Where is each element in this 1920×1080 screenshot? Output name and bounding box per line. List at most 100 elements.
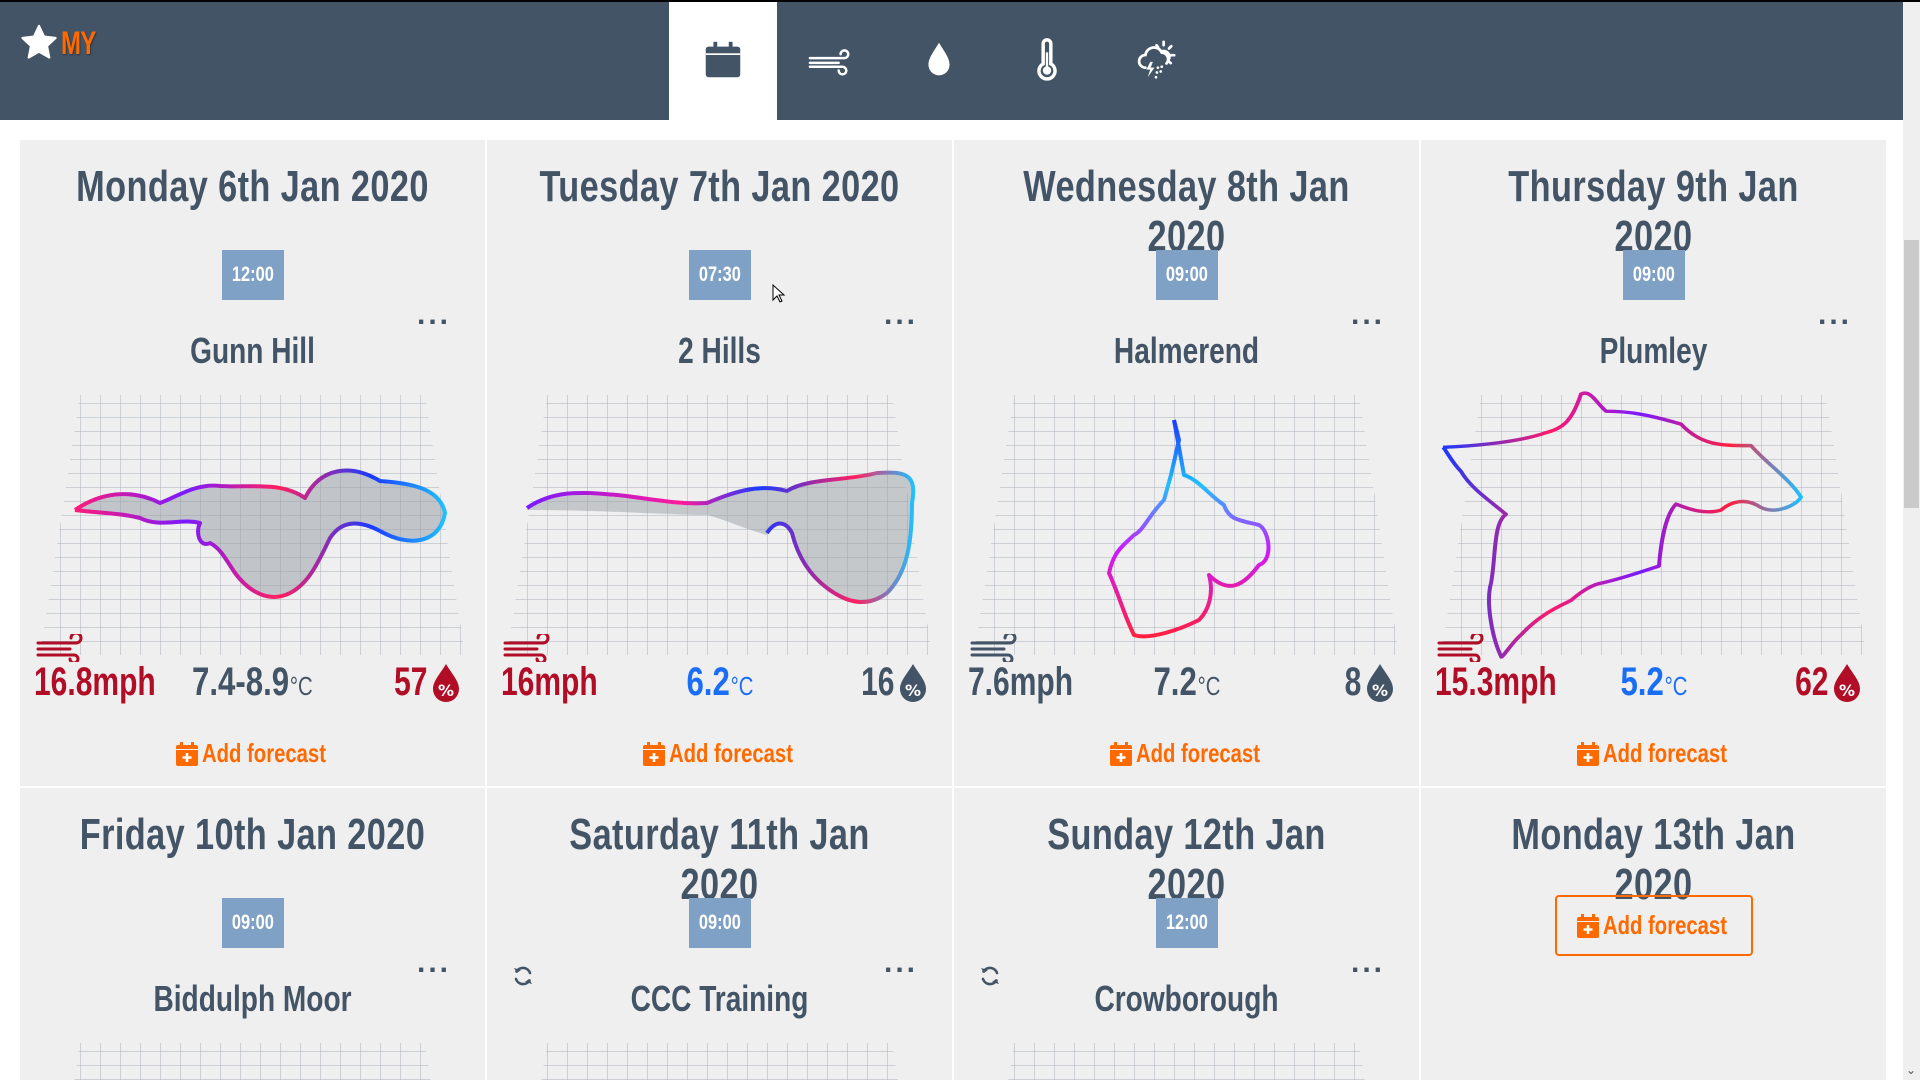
window-top-border: [0, 0, 1920, 2]
route-map-graphic: [20, 305, 485, 655]
route-3d-map[interactable]: [20, 953, 485, 1080]
route-map-graphic: [974, 395, 1399, 655]
route-name[interactable]: Biddulph Moor: [153, 978, 352, 1019]
route-3d-map[interactable]: [1421, 305, 1886, 665]
more-options-button[interactable]: ...: [883, 298, 918, 331]
add-forecast-link[interactable]: Add forecast: [20, 738, 485, 769]
day-card: Tuesday 7th Jan 2020 07:30 ... 2 Hills 1…: [487, 140, 952, 786]
weather-stats: 16.8mph 7.4-8.9°C 57 %: [20, 630, 485, 710]
route-map-graphic: [541, 1043, 898, 1080]
svg-text:%: %: [1372, 681, 1388, 700]
weather-stats: 16mph 6.2°C 16 %: [487, 630, 952, 710]
logo-text: MY: [61, 24, 96, 61]
wind-icon: [808, 49, 850, 76]
calendar-plus-icon: [175, 741, 198, 766]
scrollbar-track[interactable]: [1903, 0, 1920, 1080]
temperature: 5.2°C: [1620, 660, 1687, 704]
svg-text:%: %: [1839, 681, 1855, 700]
tab-weather[interactable]: [1101, 0, 1209, 120]
start-time-badge[interactable]: 09:00: [221, 898, 284, 948]
route-3d-map[interactable]: [954, 305, 1419, 665]
start-time-badge[interactable]: 12:00: [221, 250, 284, 300]
day-card: Thursday 9th Jan 2020 09:00 ... Plumley …: [1421, 140, 1886, 786]
svg-text:%: %: [438, 681, 454, 700]
route-map-graphic: [507, 395, 932, 655]
tab-temperature[interactable]: [993, 0, 1101, 120]
wind-speed: 15.3mph: [1435, 660, 1557, 704]
add-forecast-link[interactable]: Add forecast: [1421, 738, 1886, 769]
route-name[interactable]: Gunn Hill: [190, 330, 315, 371]
tab-calendar[interactable]: [669, 0, 777, 120]
scrollbar-thumb[interactable]: [1904, 240, 1919, 508]
day-date: Wednesday 8th Jan 2020: [1023, 162, 1350, 261]
calendar-plus-icon: [1576, 913, 1599, 938]
start-time-badge[interactable]: 09:00: [1622, 250, 1685, 300]
wind-icon: [970, 631, 1022, 667]
start-time-badge[interactable]: 07:30: [688, 250, 751, 300]
start-time-badge[interactable]: 09:00: [688, 898, 751, 948]
add-forecast-link[interactable]: Add forecast: [487, 738, 952, 769]
thermometer-icon: [1037, 38, 1057, 81]
route-name[interactable]: Halmerend: [1113, 330, 1260, 371]
temperature: 6.2°C: [686, 660, 753, 704]
sync-icon[interactable]: [511, 964, 535, 988]
more-options-button[interactable]: ...: [416, 298, 451, 331]
tab-wind[interactable]: [777, 0, 885, 120]
add-forecast-button[interactable]: Add forecast: [1554, 895, 1753, 956]
weather-stats: 15.3mph 5.2°C 62 %: [1421, 630, 1886, 710]
rain-chance: 16 %: [850, 660, 931, 705]
more-options-button[interactable]: ...: [1350, 298, 1385, 331]
day-date: Tuesday 7th Jan 2020: [539, 162, 900, 211]
route-3d-map[interactable]: [487, 305, 952, 665]
calendar-plus-icon: [642, 741, 665, 766]
weather-stats: 7.6mph 7.2°C 8 %: [954, 630, 1419, 710]
route-3d-map[interactable]: [487, 953, 952, 1080]
calendar-plus-icon: [1576, 741, 1599, 766]
tab-rain[interactable]: [885, 0, 993, 120]
add-forecast-link[interactable]: Add forecast: [954, 738, 1419, 769]
wind-speed: 16.8mph: [34, 660, 156, 704]
more-options-button[interactable]: ...: [883, 946, 918, 979]
day-card: Sunday 12th Jan 2020 12:00 ... Crowborou…: [954, 788, 1419, 1080]
day-card: Monday 6th Jan 2020 12:00 ... Gunn Hill …: [20, 140, 485, 786]
route-name[interactable]: CCC Training: [630, 978, 809, 1019]
more-options-button[interactable]: ...: [1350, 946, 1385, 979]
start-time-badge[interactable]: 09:00: [1155, 250, 1218, 300]
day-card-empty: Monday 13th Jan 2020 Add forecast: [1421, 788, 1886, 1080]
route-name[interactable]: 2 Hills: [678, 330, 761, 371]
day-date: Sunday 12th Jan 2020: [1047, 810, 1326, 909]
day-date: Friday 10th Jan 2020: [79, 810, 426, 859]
logo[interactable]: MY: [18, 22, 107, 64]
route-map-graphic: [74, 1043, 431, 1080]
day-date: Saturday 11th Jan 2020: [569, 810, 870, 909]
route-name[interactable]: Crowborough: [1094, 978, 1279, 1019]
day-date: Monday 13th Jan 2020: [1511, 810, 1796, 909]
route-3d-map[interactable]: [20, 305, 485, 665]
droplet-icon: [928, 42, 950, 76]
temperature: 7.2°C: [1153, 660, 1220, 704]
route-name[interactable]: Plumley: [1599, 330, 1708, 371]
calendar-plus-icon: [1109, 741, 1132, 766]
sync-icon[interactable]: [978, 964, 1002, 988]
svg-text:%: %: [905, 681, 921, 700]
day-date: Monday 6th Jan 2020: [76, 162, 429, 211]
main-nav: [669, 0, 1209, 120]
day-date: Thursday 9th Jan 2020: [1508, 162, 1799, 261]
rain-chance: 57 %: [383, 660, 464, 705]
route-map-graphic: [1008, 1043, 1365, 1080]
app-header: MY: [0, 0, 1903, 120]
day-card: Saturday 11th Jan 2020 09:00 ... CCC Tra…: [487, 788, 952, 1080]
star-icon: [21, 24, 57, 59]
rain-chance: 62 %: [1784, 660, 1865, 705]
start-time-badge[interactable]: 12:00: [1155, 898, 1218, 948]
route-3d-map[interactable]: [954, 953, 1419, 1080]
more-options-button[interactable]: ...: [416, 946, 451, 979]
scroll-down-arrow-icon[interactable]: ⌄: [1905, 1063, 1917, 1077]
calendar-icon: [705, 41, 741, 78]
wind-speed: 7.6mph: [968, 660, 1074, 704]
wind-icon: [1437, 631, 1489, 667]
thunderstorm-sun-icon: [1137, 40, 1176, 79]
rain-percent-icon: %: [1834, 663, 1860, 702]
more-options-button[interactable]: ...: [1817, 298, 1852, 331]
rain-percent-icon: %: [433, 663, 459, 702]
